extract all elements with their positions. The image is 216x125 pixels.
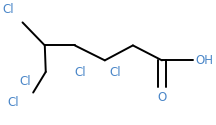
- Text: Cl: Cl: [2, 2, 14, 16]
- Text: O: O: [157, 91, 167, 104]
- Text: OH: OH: [196, 54, 214, 67]
- Text: Cl: Cl: [7, 96, 19, 109]
- Text: Cl: Cl: [20, 75, 31, 88]
- Text: Cl: Cl: [75, 66, 86, 79]
- Text: Cl: Cl: [110, 66, 121, 79]
